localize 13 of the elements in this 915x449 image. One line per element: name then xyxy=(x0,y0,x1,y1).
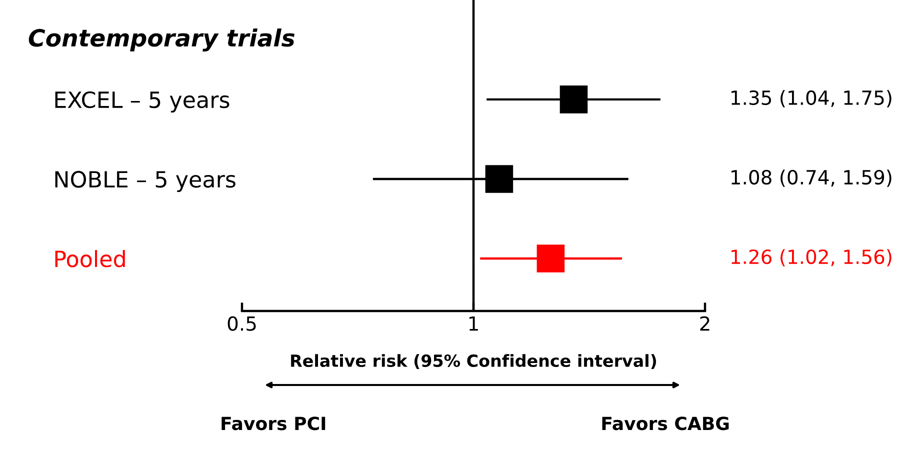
y-tick-label: Pooled xyxy=(55,250,125,268)
x-tick-label: 1 xyxy=(469,316,478,331)
data-label: 1.08 (0.74, 1.59) xyxy=(732,170,892,187)
x-tick-label: 2 xyxy=(700,316,710,331)
text: Favors CABG xyxy=(602,416,729,430)
data-label: 1.35 (1.04, 1.75) xyxy=(732,90,892,108)
text: Contemporary trials xyxy=(28,28,294,52)
y-tick-label: EXCEL – 5 years xyxy=(55,91,230,112)
text: Favors PCI xyxy=(222,416,326,430)
data-label: 1.26 (1.02, 1.56) xyxy=(732,249,892,266)
y-tick-label: NOBLE – 5 years xyxy=(55,170,236,192)
x-tick-label: 0.5 xyxy=(228,316,256,331)
x-axis-title: Relative risk (95% Confidence interval) xyxy=(291,354,656,369)
